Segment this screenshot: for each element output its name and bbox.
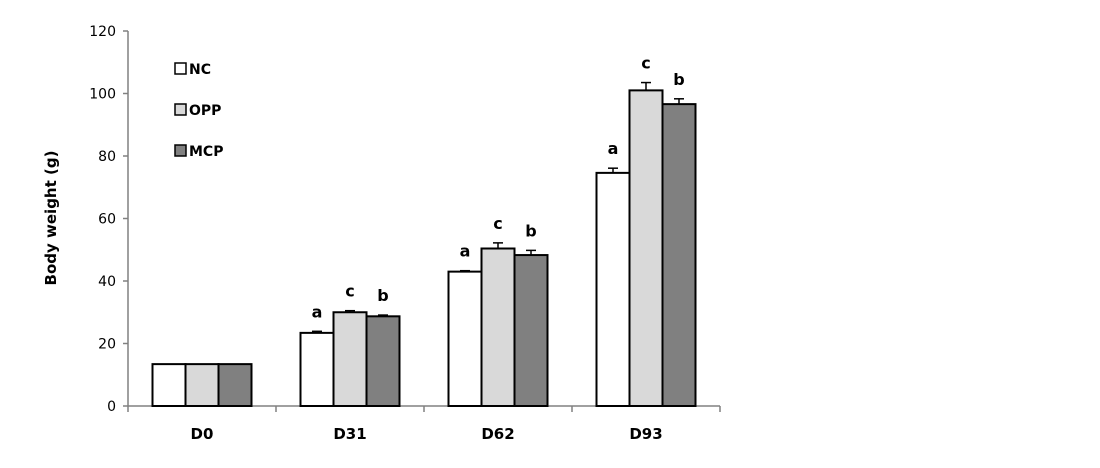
y-axis-label: Body weight (g) [42,151,60,286]
y-tick-label: 60 [98,212,116,228]
significance-letter: c [345,282,354,301]
bar-nc [299,331,335,407]
legend-label: NC [189,62,211,78]
x-tick-label: D31 [333,425,366,443]
bar-opp [628,89,664,407]
x-tick-label: D62 [481,425,514,443]
legend-swatch-nc [174,62,187,75]
y-tick-label: 100 [89,87,116,103]
bar-nc [595,171,631,407]
bar-mcp [513,254,549,407]
x-tick-label: D0 [191,425,214,443]
x-tick-label: D93 [629,425,662,443]
significance-letter: a [460,242,471,261]
bar-opp [332,311,368,407]
y-tick-label: 40 [98,274,116,290]
significance-letter: b [525,221,536,240]
significance-letter: a [608,139,619,158]
y-tick-label: 20 [98,337,116,353]
legend-label: OPP [189,103,221,119]
significance-letter: c [641,54,650,73]
significance-letter: a [312,302,323,321]
bar-nc [447,270,483,407]
y-tick-label: 80 [98,149,116,165]
legend-swatch-opp [174,103,187,116]
y-tick-label: 120 [89,24,116,40]
bar-opp [480,247,516,407]
significance-letter: b [673,70,684,89]
significance-letter: c [493,214,502,233]
legend-label: MCP [189,144,223,160]
bar-nc [151,363,187,407]
legend-swatch-mcp [174,144,187,157]
bar-opp [184,363,220,407]
bar-mcp [217,363,253,407]
bar-mcp [365,315,401,407]
y-tick-label: 0 [107,399,116,415]
bar-mcp [661,103,697,407]
significance-letter: b [377,286,388,305]
